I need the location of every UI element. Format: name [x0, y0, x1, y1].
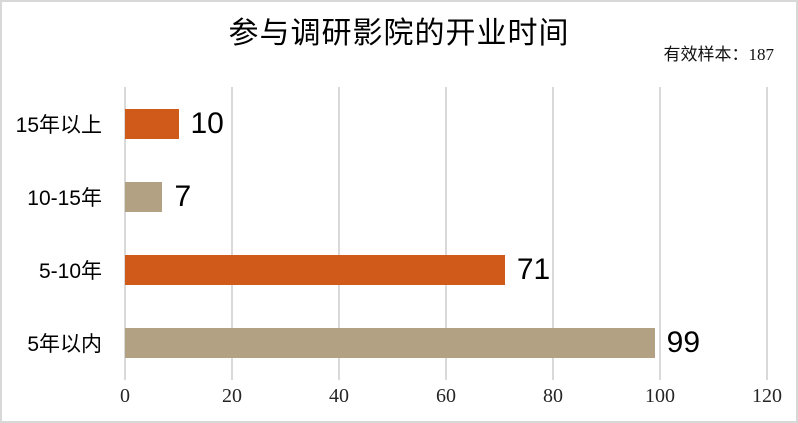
- category-label: 5年以内: [27, 333, 102, 357]
- category-label: 5-10年: [38, 260, 102, 284]
- x-tick-label-100: 100: [645, 385, 675, 407]
- gridline-x-40: [338, 87, 340, 380]
- chart-title: 参与调研影院的开业时间: [228, 17, 570, 50]
- x-tick-label-0: 0: [120, 385, 130, 407]
- valid-sample-note: 有效样本：187: [663, 45, 775, 64]
- bar-value-label: 99: [666, 326, 701, 360]
- gridline-x-80: [552, 87, 554, 380]
- bar-5-10年: [125, 255, 505, 286]
- category-axis: 15年以上 10-15年 5-10年 5年以内: [2, 87, 102, 380]
- x-tick-label-60: 60: [436, 385, 456, 407]
- bar-value-label: 71: [516, 253, 551, 287]
- x-tick-label-40: 40: [329, 385, 349, 407]
- category-label: 15年以上: [15, 113, 102, 137]
- plot-area: 10 7 71 99: [124, 87, 768, 380]
- bar-10-15年: [125, 181, 163, 212]
- bar-15年以上: [125, 108, 179, 139]
- bar-value-label: 10: [190, 106, 224, 140]
- bar-5年以内: [125, 328, 655, 359]
- gridline-x-60: [445, 87, 447, 380]
- gridline-x-120: [766, 87, 768, 380]
- gridline-x-0: [124, 87, 126, 380]
- x-tick-label-80: 80: [543, 385, 563, 407]
- gridline-x-20: [231, 87, 233, 380]
- x-tick-label-20: 20: [222, 385, 242, 407]
- gridline-x-100: [659, 87, 661, 380]
- x-tick-label-120: 120: [752, 385, 782, 407]
- x-axis: 0 20 40 60 80 100 120: [120, 385, 782, 413]
- bar-value-label: 7: [174, 179, 192, 213]
- category-label: 10-15年: [27, 186, 102, 210]
